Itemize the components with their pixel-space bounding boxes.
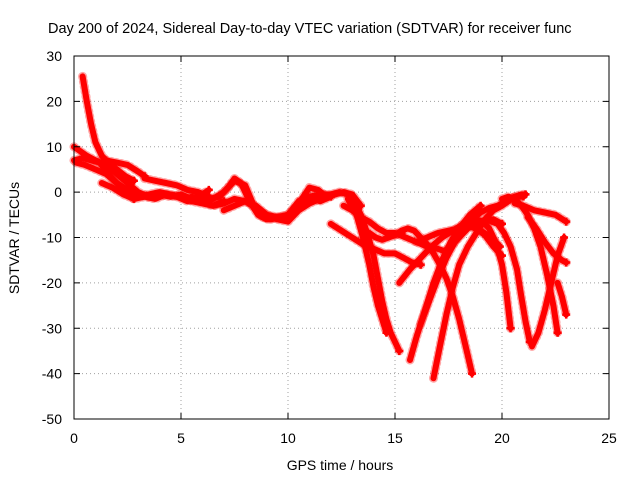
y-tick-label: 20 [46,93,62,109]
series-line [79,73,137,184]
series-line [554,279,570,318]
series-marker-band [390,223,477,379]
y-axis: -50 -40 -30 -20 -10 0 10 20 30 [42,48,609,427]
series-line [529,234,568,350]
y-tick-label: -20 [42,275,62,291]
series-line [466,216,514,332]
series-marker-band [510,199,571,227]
x-tick-label: 25 [601,430,617,446]
series-line [141,175,212,200]
x-axis: 0 5 10 15 20 25 [70,56,617,446]
series-line [413,223,503,250]
series-line [220,195,317,223]
series-marker-band [343,194,391,338]
series-line [407,202,484,363]
series-marker-band [326,219,426,270]
series-end-marker [562,258,571,267]
series-marker-band [97,178,203,206]
y-tick-label: -50 [42,411,62,427]
series-marker-band [219,194,319,224]
series-end-marker [562,217,571,226]
series-line [344,195,390,336]
series-end-marker [382,328,391,337]
series-line [103,157,148,180]
series-line [488,218,533,345]
series-line [392,225,475,377]
y-tick-label: -10 [42,230,62,246]
series-end-marker [468,369,477,378]
x-tick-label: 10 [280,430,296,446]
series-marker-band [486,217,535,347]
series-end-marker [553,328,562,337]
series-marker-band [553,278,571,320]
y-tick-label: -40 [42,366,62,382]
series-end-marker [519,192,528,201]
grid-lines [74,56,609,419]
series-marker-band [78,71,139,186]
series-line [98,180,202,205]
y-axis-title: SDTVAR / TECUs [6,182,22,294]
series-marker-band [465,214,516,333]
y-tick-label: 30 [46,48,62,64]
series-marker-band [527,233,569,351]
x-tick-label: 15 [387,430,403,446]
x-axis-title: GPS time / hours [287,457,394,473]
series-end-marker [476,201,485,210]
series-line [524,214,570,266]
series-end-marker [129,176,138,185]
series-marker-band [411,221,505,252]
y-tick-label: -30 [42,320,62,336]
series-end-marker [204,185,213,194]
series-end-marker [506,324,515,333]
x-tick-label: 0 [70,430,78,446]
y-tick-label: 0 [54,184,62,200]
series-marker-band [101,155,150,181]
series-line [327,220,424,268]
series-line [511,200,570,225]
series-end-marker [395,346,404,355]
y-tick-label: 10 [46,139,62,155]
series-marker-band [140,174,214,202]
data-series [69,71,571,383]
series-end-marker [560,233,569,242]
series-marker-band [523,212,571,267]
series-marker-band [405,201,486,365]
x-tick-label: 20 [494,430,510,446]
chart-title: Day 200 of 2024, Sidereal Day-to-day VTE… [48,21,572,37]
series-end-marker [562,310,571,319]
x-tick-label: 5 [177,430,185,446]
